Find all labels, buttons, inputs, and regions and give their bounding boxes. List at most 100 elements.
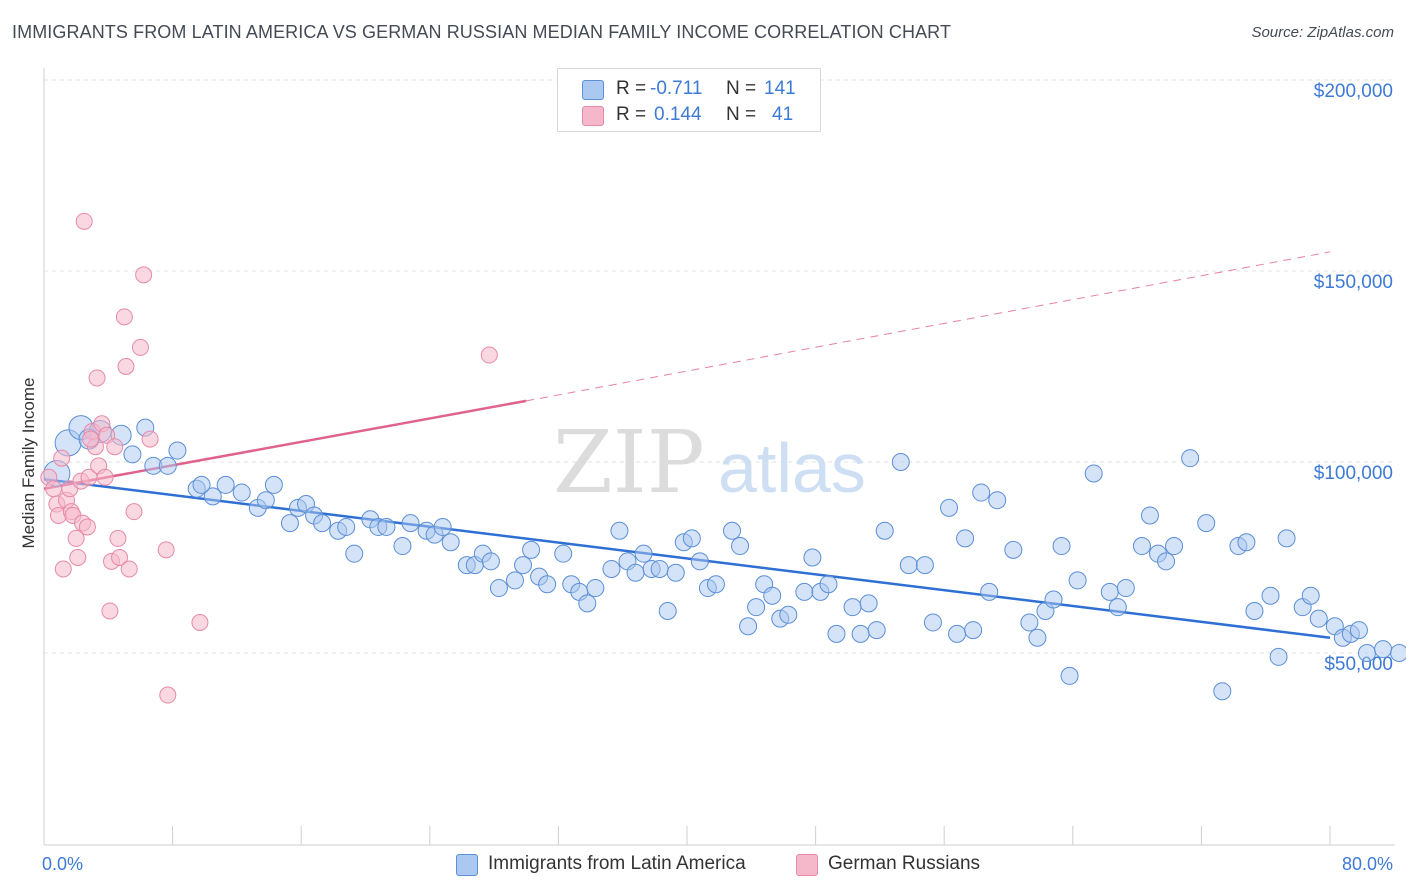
data-point-german-russians (157, 541, 175, 559)
data-point-german-russians (120, 560, 138, 578)
data-point-immigrants (706, 575, 725, 594)
data-point-immigrants (666, 563, 685, 582)
bottom-legend-label-blue: Immigrants from Latin America (488, 853, 746, 874)
data-point-immigrants (538, 575, 557, 594)
data-point-german-russians (131, 338, 149, 356)
data-point-immigrants (1084, 464, 1103, 483)
y-axis-title: Median Family Income (19, 377, 38, 548)
data-point-german-russians (109, 529, 127, 547)
data-point-immigrants (216, 475, 235, 494)
data-point-immigrants (626, 563, 645, 582)
data-point-german-russians (111, 549, 129, 566)
data-point-german-russians (480, 346, 498, 364)
data-point-immigrants (1044, 590, 1063, 609)
data-point-immigrants (1237, 533, 1256, 552)
x-tick-label: 80.0% (1342, 854, 1393, 874)
y-tick-label: $200,000 (1314, 81, 1393, 102)
gridlines (44, 79, 1395, 654)
data-point-immigrants (578, 594, 597, 613)
data-point-german-russians (88, 369, 106, 387)
data-point-german-russians (45, 480, 63, 498)
source-label: Source: ZipAtlas.com (1251, 24, 1394, 41)
data-point-immigrants (779, 605, 798, 624)
data-point-german-russians (82, 430, 100, 448)
data-point-immigrants (337, 517, 356, 536)
data-point-immigrants (1020, 613, 1039, 632)
data-point-immigrants (377, 517, 396, 536)
axes (43, 68, 1395, 846)
data-point-immigrants (923, 613, 942, 632)
data-point-immigrants (875, 521, 894, 540)
series-german-russians (40, 212, 498, 704)
legend-r-label: R = (616, 104, 647, 125)
chart-title: IMMIGRANTS FROM LATIN AMERICA VS GERMAN … (12, 22, 952, 42)
data-point-immigrants (610, 521, 629, 540)
data-point-immigrants (1349, 621, 1368, 640)
data-point-immigrants (634, 544, 653, 563)
series-immigrants-latin-america (43, 415, 1406, 701)
data-point-immigrants (827, 624, 846, 643)
legend-row-blue: R = -0.711 N = 141 (558, 76, 820, 102)
data-point-immigrants (1390, 644, 1406, 662)
data-point-immigrants (899, 556, 918, 575)
data-point-immigrants (1245, 601, 1264, 620)
data-point-immigrants (123, 445, 142, 464)
data-point-immigrants (731, 537, 750, 556)
legend-r-label: R = (616, 78, 647, 99)
data-point-immigrants (723, 521, 742, 540)
data-point-immigrants (232, 483, 251, 502)
data-point-german-russians (78, 518, 96, 536)
data-point-german-russians (69, 549, 87, 566)
legend-n-label: N = (726, 104, 757, 125)
data-point-immigrants (843, 598, 862, 617)
data-point-immigrants (1060, 666, 1079, 685)
data-point-immigrants (988, 491, 1007, 510)
data-point-immigrants (441, 533, 460, 552)
data-point-immigrants (972, 483, 991, 502)
trend-line-german-russians (43, 399, 527, 490)
watermark-atlas: atlas (718, 429, 866, 507)
data-point-immigrants (940, 498, 959, 517)
data-point-immigrants (859, 594, 878, 613)
data-point-immigrants (1301, 586, 1320, 605)
data-point-immigrants (739, 617, 758, 636)
bottom-legend-swatch-blue (456, 854, 478, 876)
data-point-immigrants (803, 548, 822, 567)
data-point-immigrants (1100, 582, 1119, 601)
data-point-immigrants (158, 456, 177, 475)
data-point-german-russians (159, 686, 177, 704)
data-point-immigrants (192, 475, 211, 494)
data-point-immigrants (851, 624, 870, 643)
data-point-immigrants (256, 491, 275, 510)
data-point-immigrants (867, 621, 886, 640)
bottom-legend-item-blue: Immigrants from Latin America (456, 852, 776, 878)
data-point-immigrants (1181, 449, 1200, 468)
legend-swatch-pink (582, 106, 604, 126)
legend-row-pink: R = 0.144 N = 41 (558, 102, 820, 128)
data-point-german-russians (75, 212, 93, 230)
legend-r-value: 0.144 (654, 104, 702, 125)
data-point-german-russians (101, 602, 119, 620)
data-point-immigrants (1157, 552, 1176, 571)
data-point-immigrants (1132, 537, 1151, 556)
y-tick-label: $150,000 (1314, 272, 1393, 293)
data-point-immigrants (891, 453, 910, 471)
data-point-immigrants (280, 514, 299, 533)
data-point-immigrants (522, 540, 541, 559)
data-point-immigrants (682, 529, 701, 548)
data-point-german-russians (117, 358, 135, 375)
data-point-immigrants (795, 582, 814, 601)
data-point-immigrants (1165, 537, 1184, 556)
y-tick-label: $100,000 (1314, 463, 1393, 484)
data-point-immigrants (505, 571, 524, 590)
data-point-german-russians (191, 613, 209, 631)
bottom-legend-label-pink: German Russians (828, 853, 981, 874)
data-point-immigrants (1116, 579, 1135, 598)
data-point-german-russians (125, 503, 143, 521)
data-point-german-russians (141, 430, 159, 448)
bottom-legend-swatch-pink (796, 854, 818, 876)
correlation-legend: R = -0.711 N = 141 R = 0.144 N = 41 (557, 68, 821, 132)
y-tick-labels: $50,000 $100,000 $150,000 $200,000 (1314, 81, 1393, 675)
x-tick-labels: 0.0% 80.0% (42, 854, 1393, 874)
data-point-immigrants (1261, 586, 1280, 605)
